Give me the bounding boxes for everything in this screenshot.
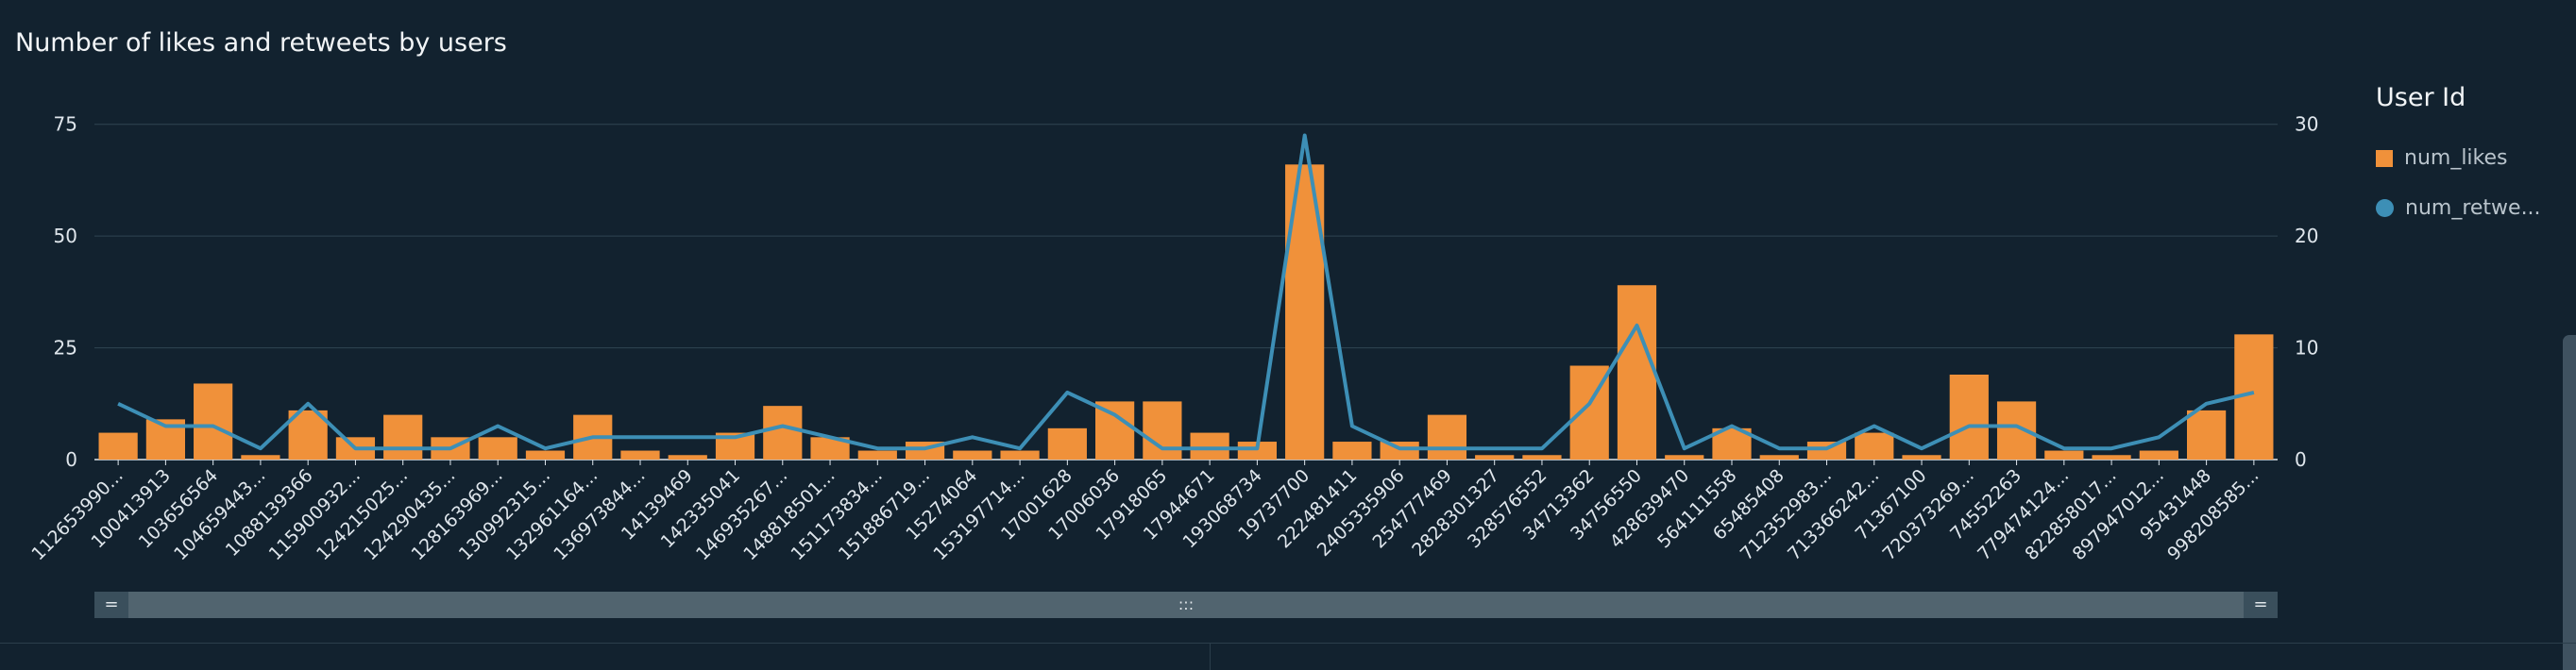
legend-title: User Id [2376, 83, 2466, 112]
y-left-tick-label: 50 [54, 225, 77, 247]
bar [1427, 414, 1467, 460]
x-axis: 112653990...100413913103656564104659443.… [27, 460, 2262, 564]
y-axis-right: 0 10 20 30 [2295, 113, 2318, 471]
bar [1902, 455, 1941, 460]
bar [98, 432, 138, 460]
bar [2187, 410, 2227, 460]
scroll-right-handle[interactable]: = [2253, 595, 2268, 614]
horizontal-scrollbar[interactable]: = ::: = [94, 592, 2278, 618]
series-line [117, 133, 2255, 451]
legend: User Id num_likes num_retwe... [2376, 83, 2541, 246]
bar [383, 414, 423, 460]
bar [1237, 442, 1277, 460]
bar [1665, 455, 1704, 460]
bar [1617, 285, 1657, 460]
bar [620, 450, 660, 460]
bar [1380, 442, 1419, 460]
bar [241, 455, 280, 460]
bar [763, 406, 803, 460]
bar [525, 450, 566, 460]
bar [1475, 455, 1515, 460]
divider [0, 643, 2576, 644]
bar [1332, 442, 1372, 460]
y-right-tick-label: 20 [2295, 225, 2318, 247]
legend-item-num-retweets[interactable]: num_retwe... [2376, 196, 2541, 220]
line-series-num-retweets [117, 133, 2255, 451]
bar [953, 450, 992, 460]
page-scrollbar[interactable] [2563, 335, 2576, 670]
bar [1095, 401, 1135, 460]
y-left-tick-label: 0 [65, 448, 77, 471]
y-right-tick-label: 30 [2295, 113, 2318, 136]
bar [2139, 450, 2178, 460]
bar [478, 437, 517, 460]
bar [1806, 442, 1847, 460]
divider [1210, 643, 1211, 670]
y-right-tick-label: 0 [2295, 448, 2307, 471]
bar [810, 437, 850, 460]
bar [288, 410, 328, 460]
bar [668, 455, 707, 460]
bar [1000, 450, 1040, 460]
y-axis-left: 0 25 50 75 [54, 113, 77, 471]
grip-icon: ::: [1178, 595, 1195, 613]
bar [194, 383, 233, 460]
line-swatch-icon [2376, 199, 2394, 217]
bar-swatch-icon [2376, 149, 2393, 167]
bar [1855, 432, 1894, 460]
bar [1759, 455, 1799, 460]
chart-title: Number of likes and retweets by users [15, 28, 507, 58]
y-left-tick-label: 25 [54, 337, 77, 360]
bar [2044, 450, 2084, 460]
legend-item-num-likes[interactable]: num_likes [2376, 146, 2541, 170]
bar [2092, 455, 2131, 460]
bar [1190, 432, 1229, 460]
bar [1949, 374, 1989, 460]
y-right-tick-label: 10 [2295, 337, 2318, 360]
scroll-left-handle[interactable]: = [104, 595, 119, 614]
y-left-tick-label: 75 [54, 113, 77, 136]
legend-label: num_retwe... [2405, 196, 2541, 220]
bar [857, 450, 897, 460]
legend-label: num_likes [2404, 146, 2508, 170]
bar [1047, 427, 1087, 460]
bar [1143, 401, 1182, 460]
scroll-thumb[interactable]: ::: [128, 592, 2244, 618]
bar-series-num-likes [98, 164, 2274, 460]
combo-chart: 0 25 50 75 0 10 20 30 112653990...100413913103… [27, 113, 2318, 565]
bar [1522, 455, 1562, 460]
